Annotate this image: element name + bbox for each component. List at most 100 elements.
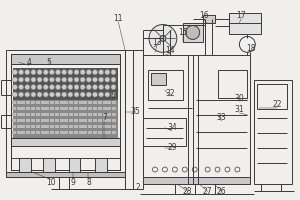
Bar — [13, 100, 118, 138]
Circle shape — [62, 92, 67, 97]
Bar — [69, 158, 80, 172]
Bar — [93, 125, 97, 128]
Text: 9: 9 — [70, 178, 75, 187]
Bar — [36, 131, 40, 134]
Bar — [183, 23, 202, 42]
Bar — [17, 119, 21, 122]
Circle shape — [99, 77, 103, 82]
Circle shape — [37, 70, 42, 75]
Text: 10: 10 — [46, 178, 56, 187]
Circle shape — [13, 70, 17, 75]
Bar — [31, 131, 35, 134]
Bar — [45, 125, 49, 128]
Bar — [36, 101, 40, 104]
Bar — [103, 131, 106, 134]
Circle shape — [92, 77, 98, 82]
Circle shape — [50, 77, 54, 82]
Text: 7: 7 — [102, 113, 107, 122]
Bar — [79, 125, 83, 128]
Bar — [45, 113, 49, 116]
Bar — [17, 113, 21, 116]
Bar — [64, 113, 68, 116]
Circle shape — [56, 85, 61, 90]
Circle shape — [25, 77, 30, 82]
Bar — [83, 119, 87, 122]
Bar — [36, 107, 40, 110]
Bar — [45, 101, 49, 104]
Circle shape — [186, 26, 200, 39]
Bar — [98, 119, 102, 122]
Circle shape — [62, 77, 67, 82]
Bar — [218, 70, 247, 98]
Bar — [98, 101, 102, 104]
Bar — [22, 113, 26, 116]
Circle shape — [68, 77, 73, 82]
Bar — [112, 107, 116, 110]
Circle shape — [25, 92, 30, 97]
Bar — [55, 131, 59, 134]
Circle shape — [31, 92, 36, 97]
Bar — [93, 107, 97, 110]
Bar — [79, 113, 83, 116]
Text: 33: 33 — [217, 113, 226, 122]
Circle shape — [74, 70, 79, 75]
Circle shape — [74, 92, 79, 97]
Bar — [107, 131, 111, 134]
Bar — [98, 113, 102, 116]
Circle shape — [19, 92, 24, 97]
Bar — [45, 107, 49, 110]
Circle shape — [50, 70, 54, 75]
Bar — [50, 113, 54, 116]
Circle shape — [43, 92, 48, 97]
Bar — [148, 70, 183, 100]
Bar — [11, 64, 120, 170]
Bar — [74, 107, 78, 110]
Circle shape — [160, 35, 166, 41]
Circle shape — [111, 92, 116, 97]
Bar — [12, 113, 16, 116]
Text: 13: 13 — [152, 38, 162, 47]
Bar — [40, 131, 44, 134]
Bar — [83, 125, 87, 128]
Bar — [11, 54, 120, 64]
Bar — [17, 125, 21, 128]
Circle shape — [239, 36, 255, 52]
Circle shape — [74, 85, 79, 90]
Bar — [11, 138, 120, 146]
Circle shape — [149, 25, 177, 52]
Bar — [83, 107, 87, 110]
Circle shape — [80, 70, 85, 75]
Bar — [12, 131, 16, 134]
Circle shape — [111, 85, 116, 90]
Bar — [50, 125, 54, 128]
Bar — [12, 125, 16, 128]
Bar — [107, 113, 111, 116]
Text: 11: 11 — [113, 14, 123, 23]
Bar — [22, 107, 26, 110]
Circle shape — [56, 70, 61, 75]
Circle shape — [68, 85, 73, 90]
Bar — [19, 158, 31, 172]
Bar — [88, 107, 92, 110]
Bar — [50, 131, 54, 134]
Bar — [11, 54, 120, 64]
Bar — [69, 107, 73, 110]
Bar — [93, 131, 97, 134]
Bar — [26, 101, 30, 104]
Circle shape — [37, 77, 42, 82]
Bar — [79, 101, 83, 104]
Bar — [26, 113, 30, 116]
Bar — [74, 101, 78, 104]
Bar — [50, 101, 54, 104]
Bar — [31, 107, 35, 110]
Circle shape — [86, 85, 91, 90]
Bar — [112, 125, 116, 128]
Text: 34: 34 — [167, 123, 177, 132]
Bar — [98, 107, 102, 110]
Bar — [103, 113, 106, 116]
Circle shape — [13, 92, 17, 97]
Bar — [40, 125, 44, 128]
Bar — [26, 125, 30, 128]
Bar — [69, 125, 73, 128]
Text: 4: 4 — [26, 58, 31, 67]
